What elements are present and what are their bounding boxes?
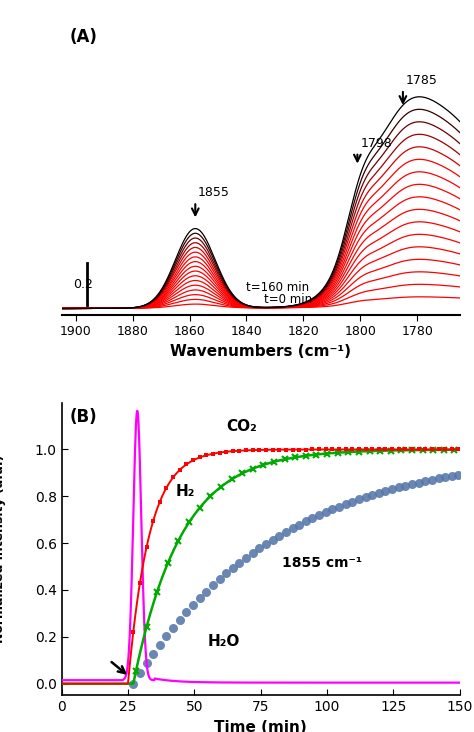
Text: 1785: 1785 [406, 74, 438, 87]
Text: (A): (A) [70, 28, 98, 46]
Text: (B): (B) [70, 408, 97, 427]
X-axis label: Wavenumbers (cm⁻¹): Wavenumbers (cm⁻¹) [170, 344, 351, 359]
Text: H₂O: H₂O [208, 634, 240, 649]
Text: t=0 min: t=0 min [264, 293, 312, 306]
X-axis label: Time (min): Time (min) [214, 720, 307, 732]
Text: 1798: 1798 [360, 137, 392, 150]
Text: H₂: H₂ [176, 485, 195, 499]
Text: 1855: 1855 [198, 186, 230, 199]
Y-axis label: Normalized intensity (a.u.): Normalized intensity (a.u.) [0, 455, 6, 643]
Text: 1855 cm⁻¹: 1855 cm⁻¹ [282, 556, 362, 569]
Text: t=160 min: t=160 min [246, 282, 310, 294]
Text: CO₂: CO₂ [227, 419, 257, 433]
Text: 0.2: 0.2 [73, 278, 93, 291]
